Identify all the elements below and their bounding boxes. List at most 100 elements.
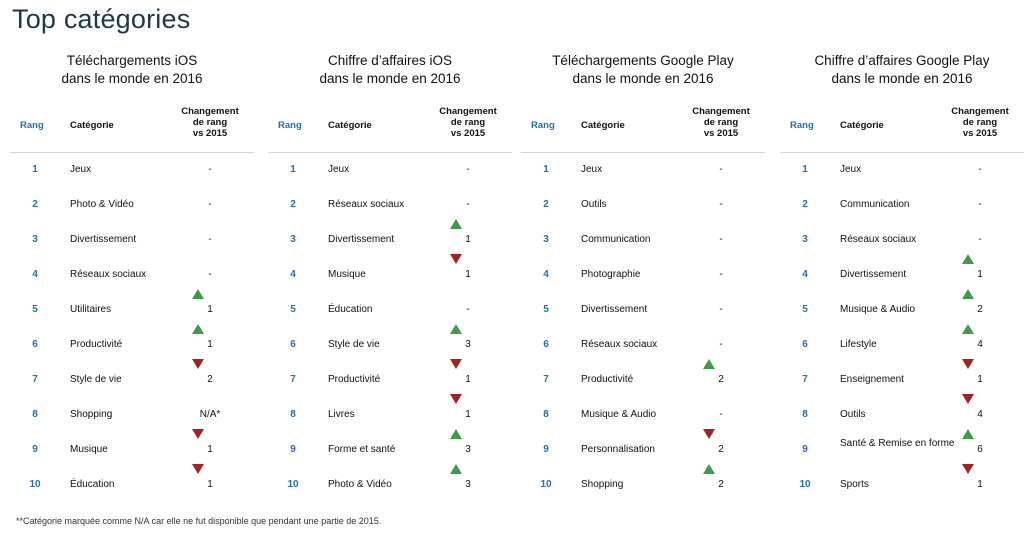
table-row: 7 Enseignement 1 [780,359,1024,396]
rank-value: 4 [543,269,549,280]
rank-up-arrow-icon [192,289,204,299]
rank-up-arrow-icon [962,324,974,334]
rank-up-arrow-icon [450,219,462,229]
rank-change-value: - [719,339,723,350]
rank-value: 10 [799,479,811,490]
category-label: Musique & Audio [581,409,657,420]
column-header-rank: Rang [790,120,814,131]
rank-up-arrow-icon [450,324,462,334]
category-label: Personnalisation [581,444,655,455]
rank-value: 2 [32,199,38,210]
category-label: Productivité [581,374,634,385]
table-row: 4 Réseaux sociaux - [10,261,258,291]
page-title: Top catégories [12,4,191,34]
table-row: 3 Réseaux sociaux - [780,226,1024,256]
rank-value: 7 [290,374,296,385]
rank-change-value: - [719,164,723,175]
column-header-change-line3: vs 2015 [450,128,486,139]
category-label: Réseaux sociaux [328,199,405,210]
table-row: 8 Livres 1 [268,394,516,431]
rank-change-value: - [719,304,723,315]
rank-change-value: N/A* [199,409,221,420]
rank-value: 2 [543,199,549,210]
rank-down-arrow-icon [962,394,974,404]
panel-title: Téléchargements iOS dans le monde en 2016 [10,52,254,88]
rank-change-value: - [208,164,212,175]
table-row: 3 Communication - [521,226,769,256]
rank-change-value: 2 [718,444,724,455]
rank-change-value: 4 [977,409,983,420]
rank-down-arrow-icon [962,359,974,369]
category-label: Photographie [581,269,641,280]
rank-value: 9 [543,444,549,455]
table-row: 9 Forme et santé 3 [268,429,516,466]
column-header-change-line2: de rang [962,117,998,128]
footnote: **Catégorie marquée comme N/A car elle n… [16,516,382,526]
category-label: Sports [840,479,869,490]
table-row: 2 Communication - [780,191,1024,221]
rank-value: 7 [802,374,808,385]
category-label: Communication [840,199,910,210]
column-header-change: Changement de rang vs 2015 [426,106,510,139]
category-label: Divertissement [328,234,395,245]
rank-value: 8 [32,409,38,420]
table-row: 1 Jeux - [10,156,258,186]
category-label: Divertissement [581,304,648,315]
rank-value: 4 [290,269,296,280]
column-header-change-line3: vs 2015 [703,128,739,139]
category-label: Communication [581,234,651,245]
table-row: 7 Productivité 1 [268,359,516,396]
rank-down-arrow-icon [703,429,715,439]
table-row: 3 Divertissement - [10,226,258,256]
rank-change-value: 2 [718,374,724,385]
table-row: 5 Musique & Audio 2 [780,289,1024,326]
rank-change-value: 4 [977,339,983,350]
category-label: Musique [70,444,108,455]
table-row: 2 Photo & Vidéo - [10,191,258,221]
column-header-change-line2: de rang [703,117,739,128]
rank-value: 10 [540,479,552,490]
table-row: 8 Musique & Audio - [521,401,769,431]
panel-title: Chiffre d’affaires Google Play dans le mo… [780,52,1024,88]
rank-value: 10 [287,479,299,490]
rank-down-arrow-icon [450,254,462,264]
table-row: 9 Santé & Remise en forme 6 [780,429,1024,466]
table-row: 4 Musique 1 [268,254,516,291]
rank-down-arrow-icon [962,464,974,474]
rank-value: 6 [32,339,38,350]
panel-title-line2: dans le monde en 2016 [831,71,973,86]
table-row: 2 Outils - [521,191,769,221]
rank-change-value: 1 [465,269,471,280]
rank-down-arrow-icon [450,359,462,369]
table-row: 9 Musique 1 [10,429,258,466]
panel-title-line2: dans le monde en 2016 [319,71,461,86]
rank-down-arrow-icon [450,394,462,404]
category-label: Éducation [70,479,115,490]
panel-title-line1: Chiffre d’affaires iOS [327,53,453,68]
table-row: 7 Style de vie 2 [10,359,258,396]
category-label: Jeux [581,164,603,175]
rank-change-value: 1 [207,444,213,455]
rank-value: 8 [543,409,549,420]
rank-change-value: 1 [977,479,983,490]
rank-value: 1 [290,164,296,175]
rank-value: 7 [543,374,549,385]
panel-title-line1: Téléchargements iOS [66,53,198,68]
rank-change-value: - [978,164,982,175]
panel-title: Téléchargements Google Play dans le monde… [521,52,765,88]
rank-up-arrow-icon [962,289,974,299]
rank-value: 9 [802,444,808,455]
rank-value: 3 [543,234,549,245]
ranking-panel-ios-revenue: Chiffre d’affaires iOS dans le monde en 2… [268,52,516,512]
category-label: Shopping [581,479,624,490]
rank-value: 2 [802,199,808,210]
rank-up-arrow-icon [192,324,204,334]
category-label: Jeux [328,164,350,175]
table-row: 10 Shopping 2 [521,464,769,501]
rank-change-value: - [208,234,212,245]
panel-title-line2: dans le monde en 2016 [572,71,714,86]
table-row: 5 Divertissement - [521,296,769,326]
category-label: Outils [840,409,866,420]
rank-value: 1 [802,164,808,175]
rank-value: 2 [290,199,296,210]
